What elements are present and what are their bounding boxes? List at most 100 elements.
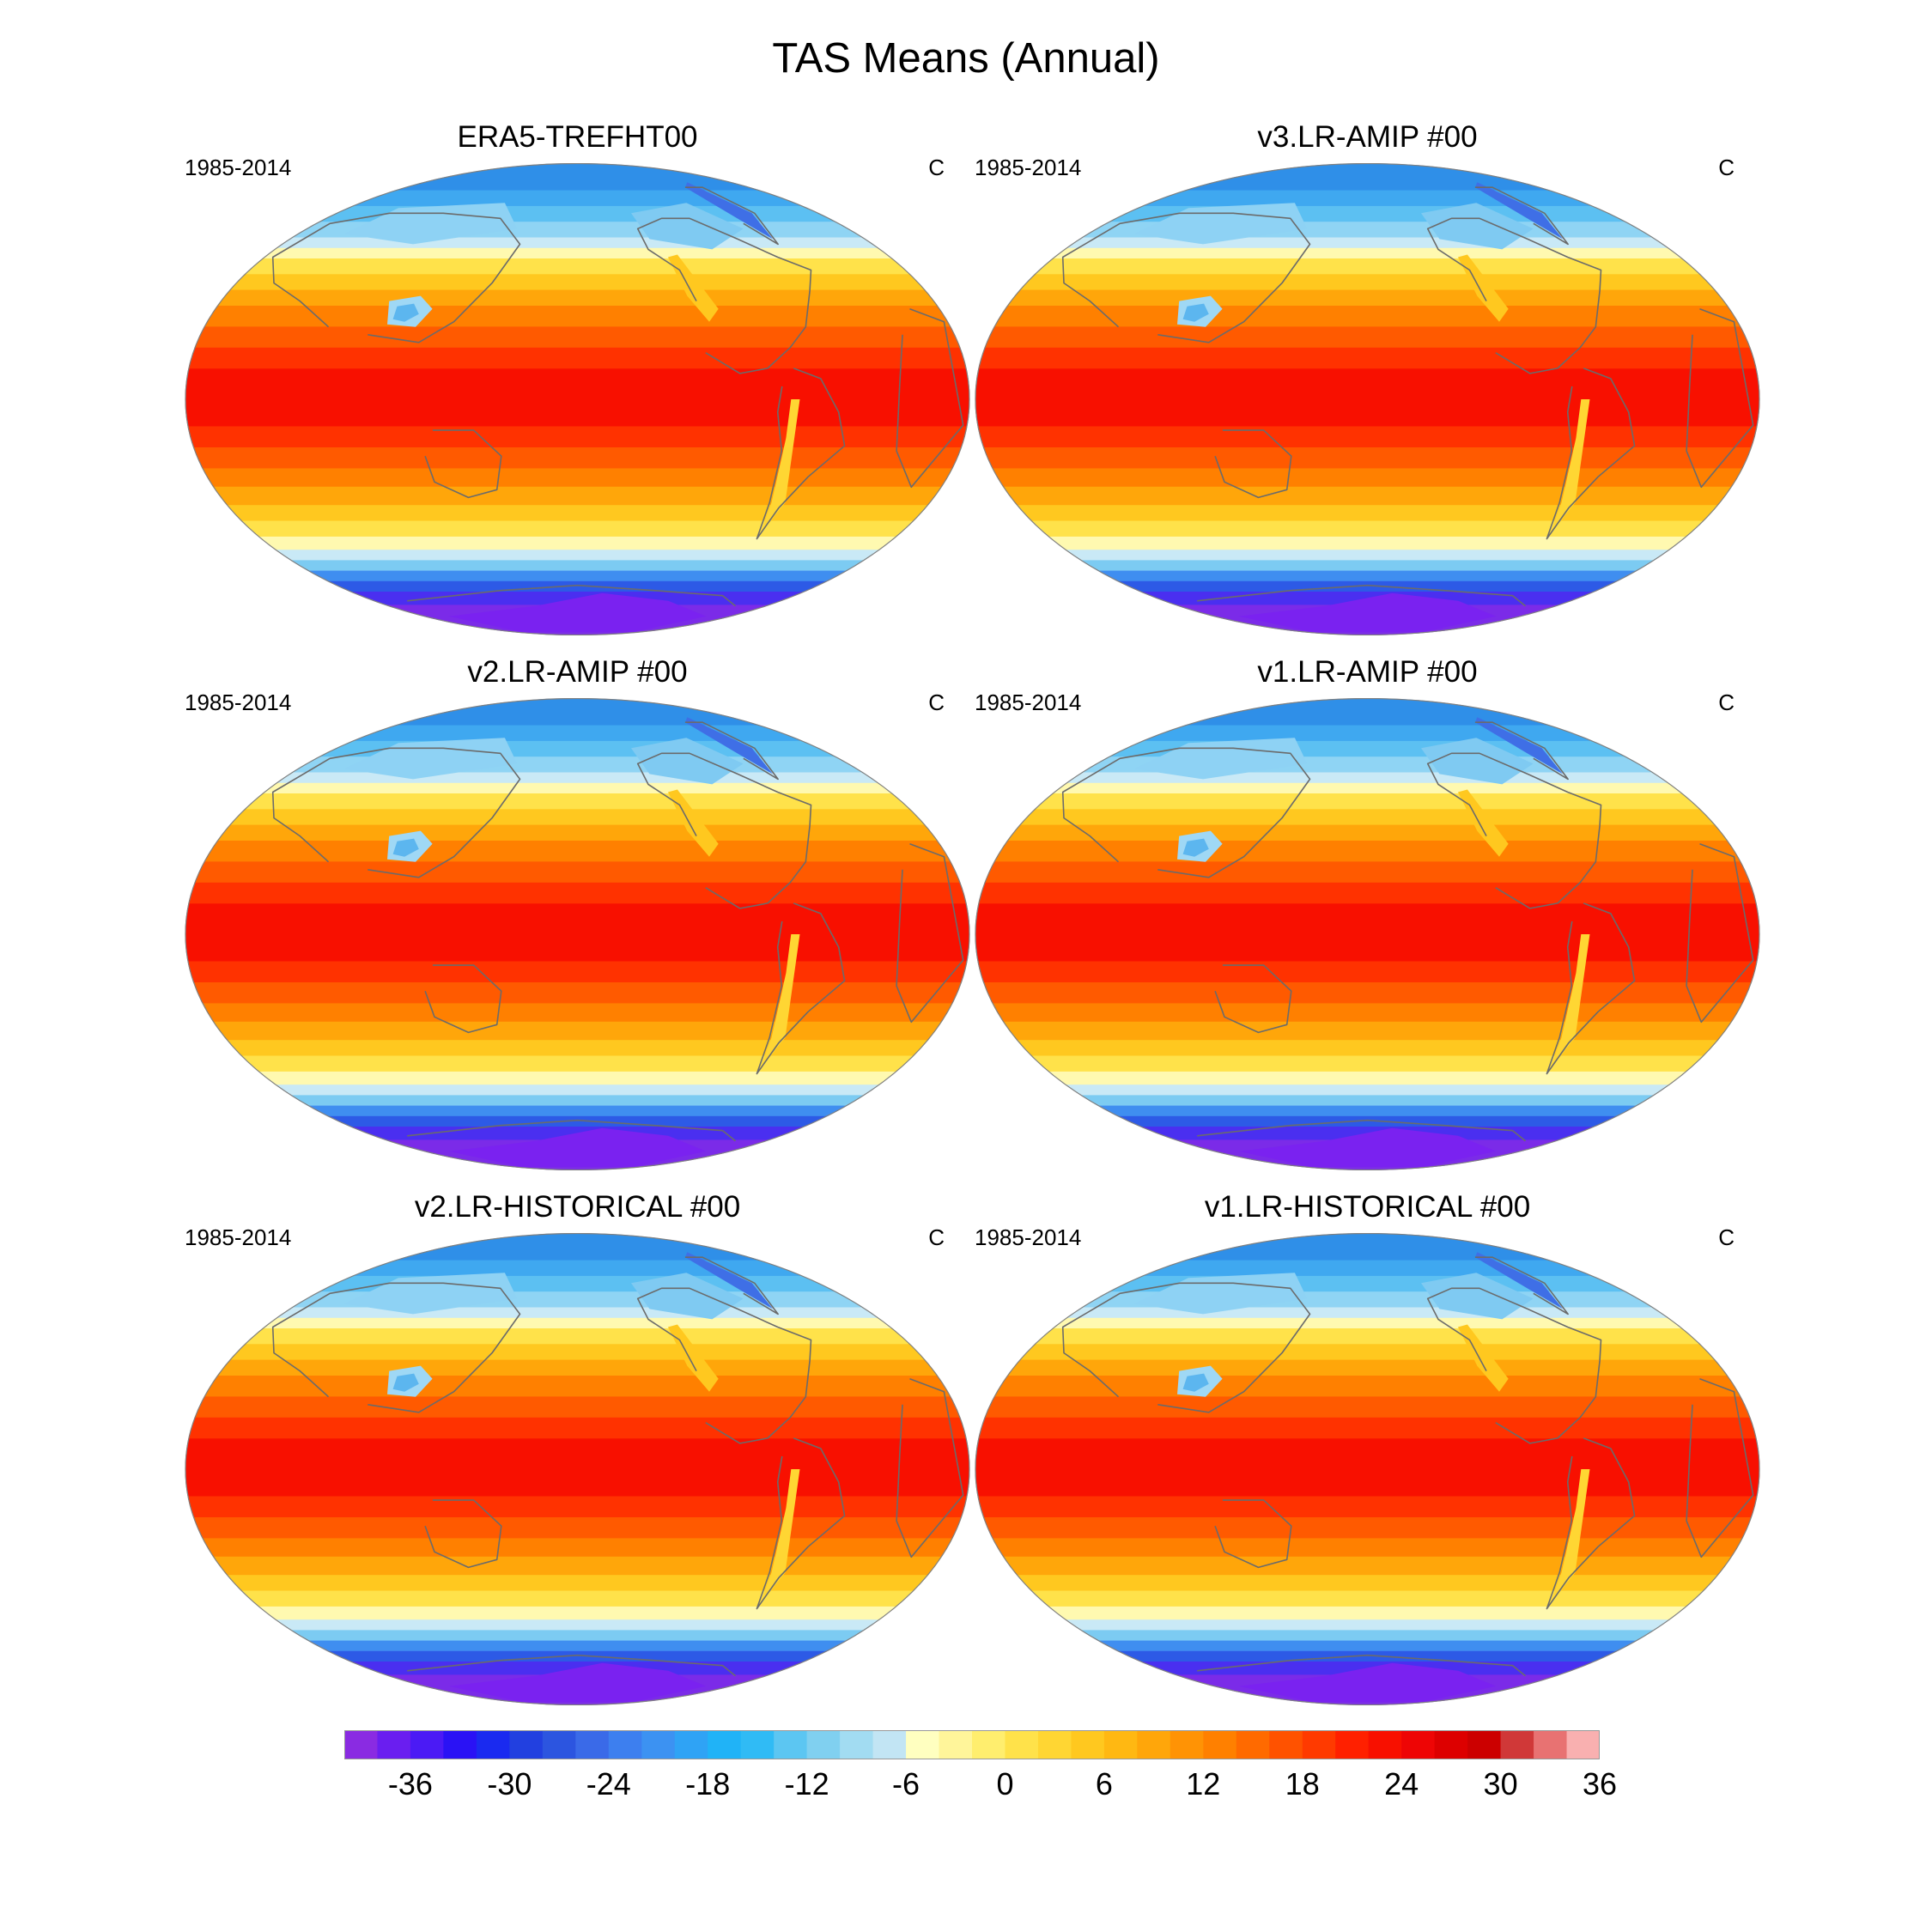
temperature-band	[975, 1437, 1760, 1497]
temperature-band	[185, 1104, 970, 1116]
temperature-band	[185, 569, 970, 581]
coastline	[271, 747, 521, 878]
temperature-band	[975, 519, 1760, 537]
map-frame	[185, 1233, 970, 1705]
temperature-band	[185, 1343, 970, 1360]
coastline	[756, 1437, 846, 1610]
panel-period: 1985-2014	[975, 155, 1082, 180]
temperature-band	[975, 504, 1760, 521]
colorbar-swatch	[1534, 1730, 1568, 1759]
temperature-band	[185, 236, 970, 248]
temperature-band	[185, 1070, 970, 1085]
greenland-cold-region	[684, 717, 773, 775]
temperature-band	[185, 425, 970, 447]
temperature-band	[975, 1316, 1760, 1328]
antarctica-interior	[448, 1662, 707, 1702]
panel-units: C	[1718, 155, 1735, 180]
map-frame	[975, 698, 1760, 1170]
temperature-band	[185, 840, 970, 862]
temperature-band	[975, 163, 1760, 191]
colorbar-swatch	[476, 1730, 510, 1759]
panel-units: C	[1718, 690, 1735, 715]
temperature-band	[185, 1555, 970, 1576]
colorbar-swatch	[972, 1730, 1006, 1759]
temperature-band	[185, 1574, 970, 1591]
coastline	[1426, 752, 1602, 909]
temperature-band	[975, 447, 1760, 469]
temperature-band	[975, 1039, 1760, 1056]
temperature-band	[975, 549, 1760, 561]
north-america-cold-land	[631, 738, 744, 785]
greenland-cold-region	[1474, 717, 1563, 775]
temperature-band	[975, 1661, 1760, 1675]
panel-period: 1985-2014	[185, 155, 292, 180]
temperature-band	[185, 739, 970, 757]
coastline	[1061, 747, 1311, 878]
siberia-cold-land	[343, 203, 518, 245]
temperature-band	[185, 823, 970, 841]
map-field	[185, 1233, 970, 1705]
tibet-core	[1182, 838, 1209, 857]
temperature-band	[975, 569, 1760, 581]
temperature-band	[975, 591, 1760, 605]
temperature-band	[185, 467, 970, 487]
temperature-band	[185, 1639, 970, 1651]
north-america-cold-land	[1421, 203, 1534, 250]
coastline	[756, 368, 846, 540]
coastline	[1214, 429, 1292, 499]
colorbar-tick-label: -30	[487, 1766, 532, 1801]
map-frame	[975, 1233, 1760, 1705]
colorbar-swatch	[1203, 1730, 1237, 1759]
coastline	[424, 964, 502, 1034]
greenland-cold-region	[684, 1252, 773, 1309]
colorbar-swatch	[872, 1730, 907, 1759]
coastline	[407, 1119, 737, 1142]
map-panel-v2-amip: v2.LR-AMIP #00 1985-2014 C	[185, 655, 970, 1170]
temperature-band	[975, 1395, 1760, 1418]
siberia-cold-land	[1133, 738, 1308, 780]
temperature-band	[185, 519, 970, 537]
panel-title: ERA5-TREFHT00	[457, 120, 698, 154]
colorbar-swatch	[774, 1730, 808, 1759]
temperature-band	[975, 960, 1760, 982]
map-field	[975, 163, 1760, 635]
temperature-band	[975, 1589, 1760, 1607]
antarctica-interior	[1238, 1662, 1497, 1702]
colorbar-swatch	[1170, 1730, 1204, 1759]
coastline	[1686, 842, 1754, 1024]
temperature-band	[185, 1589, 970, 1607]
temperature-band	[975, 485, 1760, 506]
temperature-band	[975, 1259, 1760, 1276]
temperature-band	[975, 1084, 1760, 1096]
temperature-band	[185, 960, 970, 982]
temperature-band	[975, 273, 1760, 290]
temperature-band	[975, 860, 1760, 883]
coastline	[1474, 186, 1569, 246]
coastline	[896, 842, 964, 1024]
colorbar-tick-label: -24	[586, 1766, 631, 1801]
north-america-cold-land	[1421, 1273, 1534, 1320]
figure-title: TAS Means (Annual)	[772, 35, 1160, 82]
temperature-band	[185, 559, 970, 571]
colorbar-swatch	[344, 1730, 379, 1759]
andes-cool-strip	[1550, 934, 1590, 1069]
temperature-band	[185, 781, 970, 793]
map-field	[975, 698, 1760, 1170]
map-panel-era5: ERA5-TREFHT00 1985-2014 C	[185, 120, 970, 635]
temperature-band	[185, 485, 970, 506]
temperature-band	[185, 981, 970, 1004]
temperature-band	[185, 273, 970, 290]
greenland-cold-region	[1474, 1252, 1563, 1309]
coastline	[684, 721, 779, 781]
coastline	[1686, 307, 1754, 489]
temperature-band	[185, 1274, 970, 1292]
temperature-band	[975, 204, 1760, 222]
colorbar-tick-label: -18	[685, 1766, 731, 1801]
temperature-band	[185, 1619, 970, 1631]
temperature-band	[975, 1358, 1760, 1376]
colorbar-swatch	[1401, 1730, 1436, 1759]
coastline	[636, 217, 812, 374]
coastline	[1546, 1437, 1636, 1610]
temperature-band	[185, 325, 970, 348]
temperature-map	[975, 1233, 1760, 1705]
